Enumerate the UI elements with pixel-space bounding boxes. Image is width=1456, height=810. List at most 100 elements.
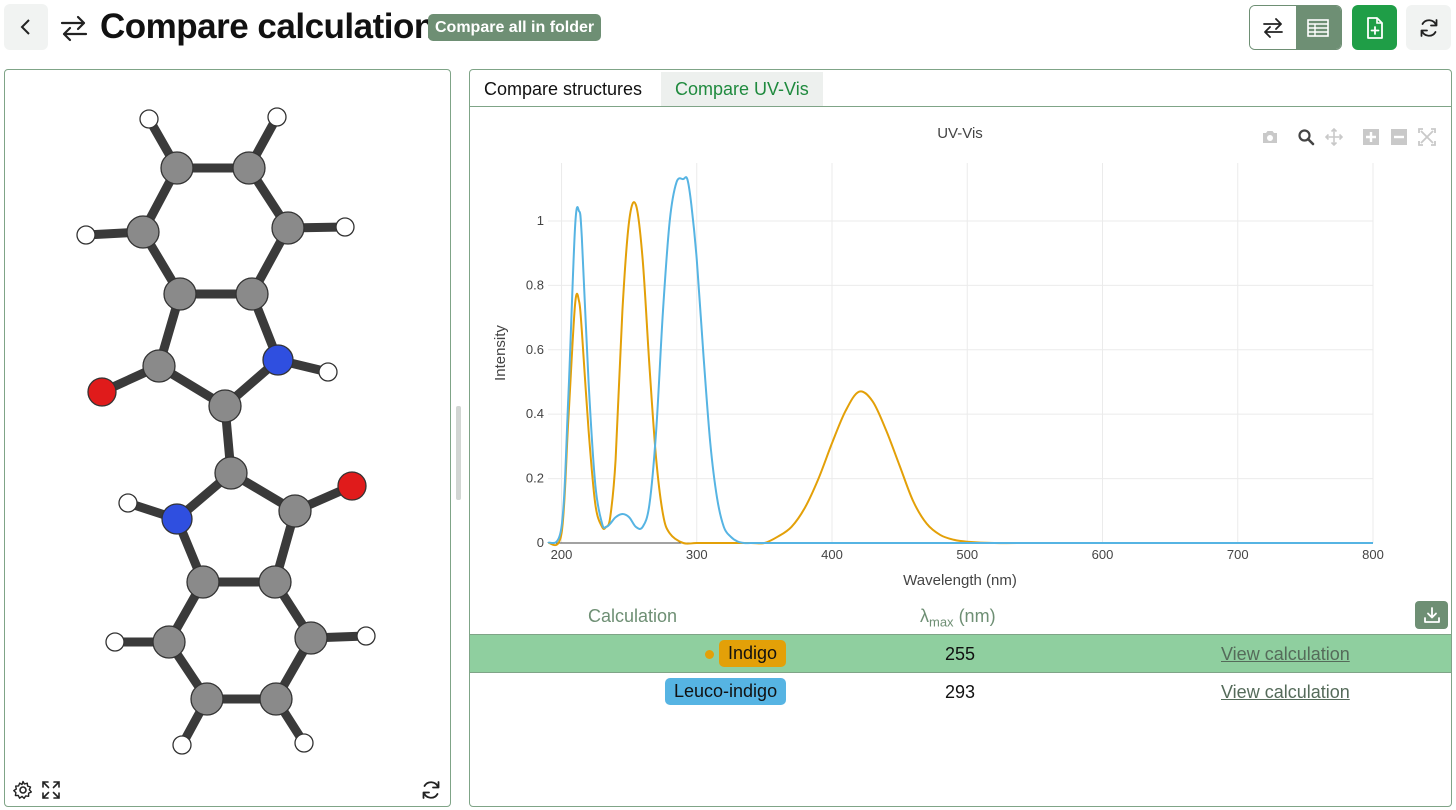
chevron-left-icon xyxy=(20,19,30,35)
atom xyxy=(208,389,242,423)
table-icon xyxy=(1307,18,1330,37)
atom xyxy=(232,151,266,185)
series-line-indigo xyxy=(547,201,1373,547)
compare-all-in-folder-button[interactable]: Compare all in folder xyxy=(428,14,602,41)
tab-compare-uv-vis[interactable]: Compare UV-Vis xyxy=(661,72,823,106)
atom xyxy=(105,632,125,652)
y-axis-label: Intensity xyxy=(492,325,509,381)
table-row[interactable]: Leuco-indigo 293 View calculation xyxy=(470,673,1451,711)
series-line-leuco-indigo xyxy=(547,176,1373,545)
panel-resize-handle[interactable] xyxy=(456,406,461,500)
calculation-badge: Indigo xyxy=(719,640,787,667)
view-calculation-link[interactable]: View calculation xyxy=(1221,682,1350,702)
lambda-max-value: 293 xyxy=(945,682,976,702)
autoscale-button[interactable] xyxy=(1416,126,1438,148)
autoscale-icon xyxy=(1418,128,1436,146)
calculation-badge: Leuco-indigo xyxy=(665,678,787,705)
x-tick-label: 200 xyxy=(551,547,573,562)
molecule-structure[interactable] xyxy=(5,70,450,806)
tab-compare-structures[interactable]: Compare structures xyxy=(484,79,643,99)
x-axis-label: Wavelength (nm) xyxy=(903,572,1017,589)
atom xyxy=(259,682,293,716)
atom xyxy=(152,625,186,659)
reset-view-button[interactable] xyxy=(419,778,443,802)
atom xyxy=(335,217,355,237)
view-toggle xyxy=(1249,5,1342,50)
atom xyxy=(267,107,287,127)
atom xyxy=(76,225,96,245)
x-tick-label: 700 xyxy=(1227,547,1249,562)
zoom-tool-button[interactable] xyxy=(1295,126,1317,148)
viewer-settings-button[interactable] xyxy=(11,778,35,802)
y-tick-label: 0 xyxy=(537,535,544,550)
uv-vis-chart[interactable]: 200 300 400 500 600 700 800 0 0.2 0.4 0.6 0.8 1 UV-Vi… xyxy=(470,108,1451,598)
atom xyxy=(160,151,194,185)
swap-arrows-icon xyxy=(1262,17,1283,38)
download-table-button[interactable] xyxy=(1415,601,1448,629)
column-header-calculation: Calculation xyxy=(588,606,678,626)
column-header-lambda-max: λmax (nm) xyxy=(920,606,996,630)
refresh-icon xyxy=(1420,18,1437,37)
back-button[interactable] xyxy=(4,4,48,50)
refresh-icon xyxy=(422,781,440,799)
x-tick-label: 800 xyxy=(1362,547,1384,562)
file-plus-icon xyxy=(1366,16,1383,39)
chart-title: UV-Vis xyxy=(937,125,983,142)
pan-tool-button[interactable] xyxy=(1323,126,1345,148)
x-tick-label: 500 xyxy=(956,547,978,562)
magnifier-icon xyxy=(1298,129,1315,146)
zoom-in-button[interactable] xyxy=(1360,126,1382,148)
x-tick-label: 400 xyxy=(821,547,843,562)
y-tick-label: 0.6 xyxy=(526,342,544,357)
expand-icon xyxy=(42,781,60,799)
refresh-button[interactable] xyxy=(1406,5,1451,50)
y-tick-label: 1 xyxy=(537,213,544,228)
y-tick-label: 0.8 xyxy=(526,277,544,292)
page-title: Compare calculations xyxy=(100,7,454,46)
atom xyxy=(214,456,248,490)
atom xyxy=(186,565,220,599)
minus-square-icon xyxy=(1391,129,1407,145)
download-icon xyxy=(1423,607,1440,623)
comparison-panel: Compare structures Compare UV-Vis 200 300… xyxy=(469,69,1452,807)
download-plot-button[interactable] xyxy=(1259,126,1281,148)
lambda-max-value: 255 xyxy=(945,644,976,664)
compare-view-button[interactable] xyxy=(1250,6,1296,49)
table-view-button[interactable] xyxy=(1295,6,1341,49)
atom xyxy=(278,494,312,528)
plus-square-icon xyxy=(1363,129,1379,145)
zoom-out-button[interactable] xyxy=(1388,126,1410,148)
selected-indicator-dot xyxy=(705,650,714,659)
x-tick-label: 300 xyxy=(686,547,708,562)
atom xyxy=(262,344,294,376)
atom xyxy=(172,735,192,755)
gear-icon xyxy=(13,780,32,800)
atom xyxy=(190,682,224,716)
header: Compare calculations Compare all in fold… xyxy=(0,0,1456,60)
atom xyxy=(294,733,314,753)
move-icon xyxy=(1325,128,1343,146)
fullscreen-button[interactable] xyxy=(39,778,63,802)
atom xyxy=(294,621,328,655)
atom xyxy=(161,503,193,535)
atom xyxy=(271,211,305,245)
atom xyxy=(235,277,269,311)
lambda-subscript: max xyxy=(929,614,954,630)
atom xyxy=(337,471,367,501)
swap-arrows-icon xyxy=(60,15,88,42)
tab-bar: Compare structures Compare UV-Vis xyxy=(470,70,1451,107)
y-tick-label: 0.2 xyxy=(526,471,544,486)
atom xyxy=(139,109,159,129)
camera-icon xyxy=(1263,131,1277,143)
new-calculation-button[interactable] xyxy=(1352,5,1397,50)
structure-viewer[interactable] xyxy=(4,69,451,807)
atom xyxy=(356,626,376,646)
atom xyxy=(142,349,176,383)
table-row[interactable]: Indigo 255 View calculation xyxy=(470,635,1451,673)
y-tick-label: 0.4 xyxy=(526,406,544,421)
view-calculation-link[interactable]: View calculation xyxy=(1221,644,1350,664)
atom xyxy=(118,493,138,513)
results-table-header: Calculation λmax (nm) xyxy=(470,603,1451,635)
atom xyxy=(126,215,160,249)
atom xyxy=(87,377,117,407)
